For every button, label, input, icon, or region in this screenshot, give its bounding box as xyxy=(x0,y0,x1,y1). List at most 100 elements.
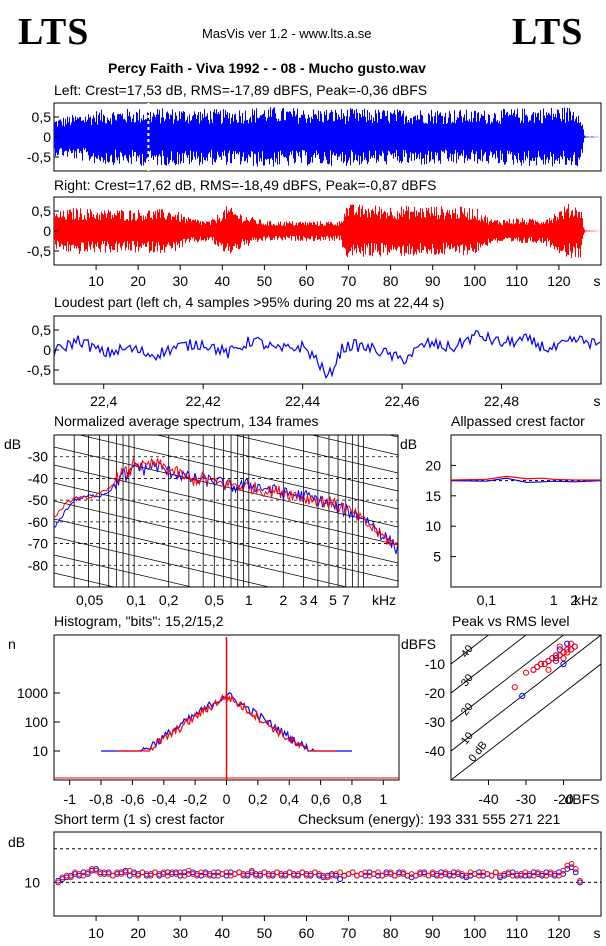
spectrum-slope-line xyxy=(54,249,398,329)
short-term-crest-right-point xyxy=(67,874,74,881)
short-term-crest-left-point xyxy=(282,872,289,879)
spectrum-xtick-label: 7 xyxy=(342,592,350,608)
right-waveform-ytick-label: 0 xyxy=(43,223,51,239)
logo-left: LTS xyxy=(18,11,90,53)
short-term-crest-left-point xyxy=(244,872,251,879)
spectrum-slope-line xyxy=(310,435,398,456)
short-term-crest-right-point xyxy=(177,869,184,876)
spectrum-ytick-label: -50 xyxy=(28,492,48,508)
short-term-crest-right-point xyxy=(530,872,537,879)
peak-vs-rms-right-point xyxy=(560,655,567,662)
short-term-crest-right-point xyxy=(375,869,381,876)
peak-vs-rms-diagonal-label: 10 xyxy=(459,730,476,747)
short-term-crest-right-point xyxy=(110,872,116,879)
short-term-crest-left-point xyxy=(76,872,83,879)
right-waveform-x-tick-label: 20 xyxy=(130,273,146,289)
short-term-crest-right-point xyxy=(93,867,99,874)
right-waveform-x-unit: s xyxy=(594,273,601,289)
loudest-part-ytick-label: 0,5 xyxy=(32,322,52,338)
short-term-crest-ytick-label: 10 xyxy=(24,874,40,890)
spectrum-ytick-label: -80 xyxy=(28,557,48,573)
short-term-crest-x-tick-label: 60 xyxy=(299,925,315,941)
short-term-crest-right-point xyxy=(349,869,356,876)
histogram-ylabel: n xyxy=(8,636,16,652)
short-term-crest-right-point xyxy=(55,879,62,886)
logo-right: LTS xyxy=(512,11,584,53)
spectrum-frame xyxy=(53,434,399,588)
short-term-crest-left-point xyxy=(577,879,583,886)
right-waveform-ytick-label: 0,5 xyxy=(32,203,52,219)
short-term-crest-left-point xyxy=(421,869,428,876)
spectrum-slope-line xyxy=(54,464,398,546)
short-term-crest-right-point xyxy=(463,872,470,879)
short-term-crest-right-point xyxy=(181,872,188,879)
histogram-xtick-label: 0,2 xyxy=(248,791,268,807)
peak-vs-rms-xtick-label: -30 xyxy=(516,791,536,807)
peak-vs-rms-left-point xyxy=(552,655,560,662)
peak-vs-rms-diagonal-label: 20 xyxy=(459,701,476,718)
short-term-crest-right-point xyxy=(164,872,171,879)
peak-vs-rms-title: Peak vs RMS level xyxy=(452,613,570,629)
short-term-crest-x-tick-label: 80 xyxy=(383,925,399,941)
short-term-crest-x-tick-label: 40 xyxy=(215,925,231,941)
spectrum-slope-line xyxy=(155,435,398,492)
short-term-crest-right-point xyxy=(425,872,432,879)
short-term-crest-left-point xyxy=(539,872,545,879)
spectrum-xtick-label: 4 xyxy=(310,592,318,608)
peak-vs-rms-xtick-label: -40 xyxy=(478,791,498,807)
short-term-crest-left-point xyxy=(333,872,339,879)
histogram-xtick-label: -0,2 xyxy=(183,791,207,807)
spectrum-slope-line xyxy=(233,435,398,474)
peak-vs-rms-ytick-label: -40 xyxy=(425,743,445,759)
short-term-crest-right-point xyxy=(476,872,482,879)
spectrum-ytick-label: -60 xyxy=(28,514,48,530)
peak-vs-rms-right-point xyxy=(564,646,571,653)
spectrum-xtick-label: 0,1 xyxy=(126,592,146,608)
loudest-part-ytick-label: -0,5 xyxy=(27,362,51,378)
short-term-crest-left-point xyxy=(93,866,99,872)
spectrum-xtick-label: 0,05 xyxy=(76,592,103,608)
peak-vs-rms-right-point xyxy=(560,649,567,656)
spectrum-right-trace xyxy=(54,457,398,547)
short-term-crest-right-point xyxy=(492,869,499,876)
right-waveform-x-tick-label: 60 xyxy=(299,273,315,289)
peak-vs-rms-right-point xyxy=(556,643,563,650)
loudest-part-trace xyxy=(53,329,601,380)
short-term-crest-right-point xyxy=(261,869,268,876)
histogram-xtick-label: 0,6 xyxy=(311,791,331,807)
spectrum-slope-line xyxy=(54,321,398,401)
short-term-crest-left-point xyxy=(210,872,217,879)
peak-vs-rms-right-point xyxy=(552,658,560,665)
right-waveform-x-tick-label: 70 xyxy=(341,273,357,289)
peak-vs-rms-right-point xyxy=(530,666,537,673)
peak-vs-rms-right-point xyxy=(522,669,530,676)
short-term-crest-left-point xyxy=(337,876,344,882)
peak-vs-rms-right-point xyxy=(511,684,518,691)
short-term-crest-x-tick-label: 100 xyxy=(463,925,487,941)
right-waveform-x-tick-label: 30 xyxy=(172,273,188,289)
left-waveform-trace xyxy=(54,107,601,167)
short-term-crest-right-point xyxy=(560,867,567,874)
peak-vs-rms-xtick-label: -20 xyxy=(553,791,573,807)
allpassed-xtick-label: 0,1 xyxy=(477,592,497,608)
short-term-crest-x-tick-label: 110 xyxy=(506,925,529,941)
spectrum-xtick-label: 0,2 xyxy=(159,592,179,608)
right-waveform-x-tick-label: 110 xyxy=(506,273,529,289)
short-term-crest-ylabel: dB xyxy=(8,834,25,850)
peak-vs-rms-left-point xyxy=(560,660,567,668)
left-waveform-ytick-label: 0,5 xyxy=(32,109,52,125)
short-term-crest-right-point xyxy=(488,872,495,879)
short-term-crest-right-point xyxy=(450,872,457,879)
spectrum-xtick-label: 3 xyxy=(300,592,308,608)
short-term-crest-right-point xyxy=(206,872,213,879)
right-waveform-x-tick-label: 50 xyxy=(257,273,273,289)
allpassed-ytick-label: 15 xyxy=(425,488,441,504)
short-term-crest-right-point xyxy=(505,869,512,876)
short-term-crest-x-tick-label: 70 xyxy=(341,925,357,941)
loudest-part-xtick-label: 22,44 xyxy=(285,393,320,409)
peak-vs-rms-diagonal xyxy=(451,635,565,723)
short-term-crest-x-tick-label: 30 xyxy=(172,925,188,941)
short-term-crest-x-tick-label: 50 xyxy=(257,925,273,941)
allpassed-crest-frame xyxy=(450,434,602,588)
short-term-crest-right-point xyxy=(274,869,280,876)
